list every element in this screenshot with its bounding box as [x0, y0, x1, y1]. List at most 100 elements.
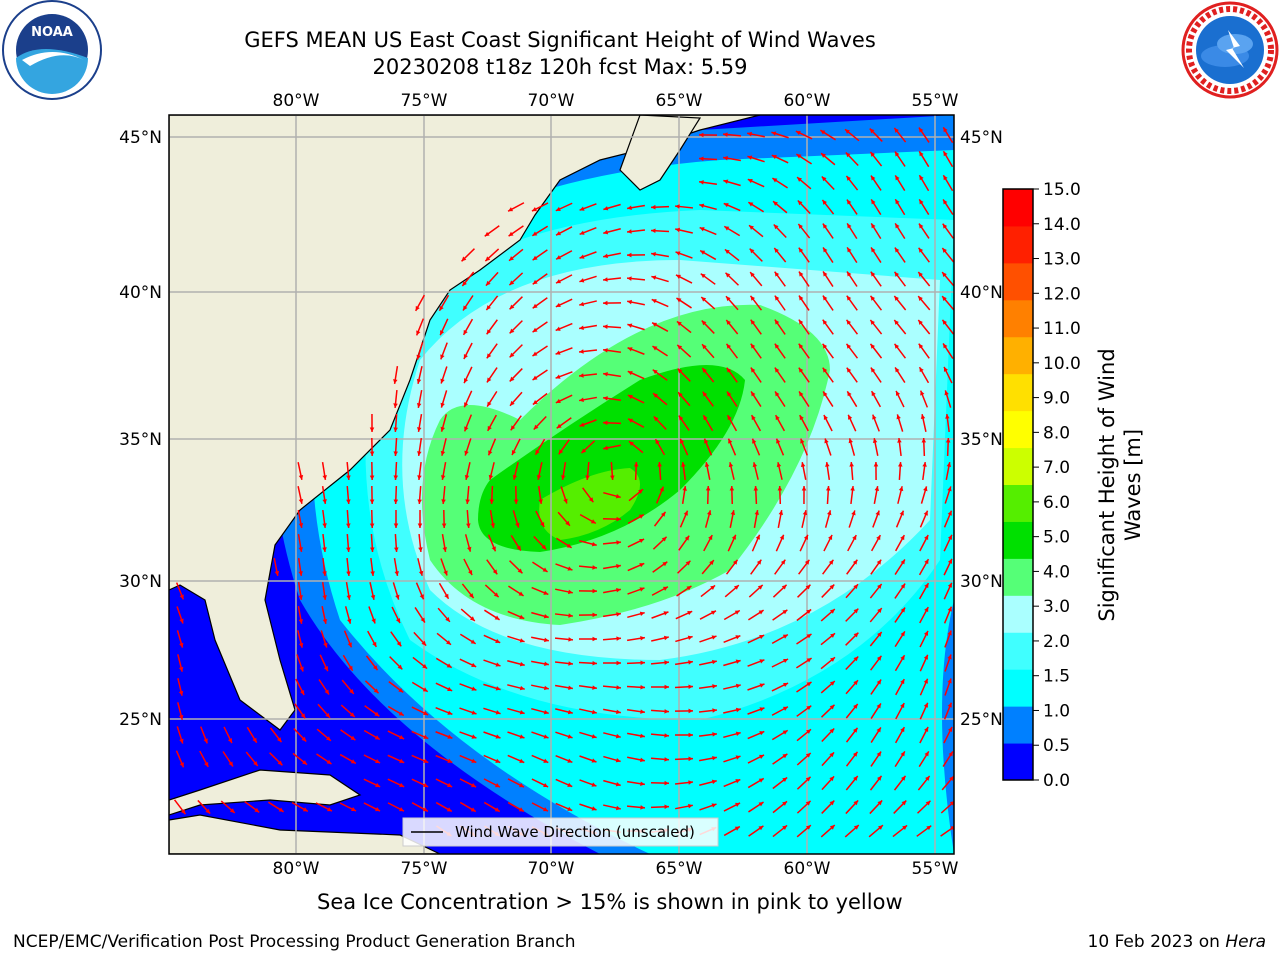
wave-arrow-head	[531, 207, 537, 212]
wave-arrow-head	[568, 685, 573, 690]
legend-label: Wind Wave Direction (unscaled)	[455, 823, 695, 841]
wave-arrow-head	[640, 733, 645, 739]
wave-arrow-head	[895, 390, 901, 396]
wave-arrow-head	[900, 775, 906, 781]
wave-arrow-head	[687, 611, 693, 616]
wave-arrow-head	[849, 462, 854, 467]
wave-arrow-head	[924, 583, 929, 589]
colorbar-tick-label: 11.0	[1043, 319, 1081, 339]
wave-arrow-head	[491, 546, 496, 552]
wave-arrow-head	[749, 248, 755, 254]
wave-arrow-head	[923, 678, 928, 684]
wave-arrow-head	[943, 343, 948, 349]
wave-arrow-head	[422, 664, 428, 669]
wave-arrow-head	[782, 801, 788, 806]
wave-arrow-head	[440, 450, 446, 456]
wave-arrow-head	[579, 422, 585, 427]
wave-arrow-head	[822, 199, 827, 205]
wave-arrow-head	[853, 800, 859, 806]
wave-arrow-head	[253, 761, 258, 766]
wave-arrow-head	[688, 803, 693, 809]
wave-arrow-head	[416, 403, 422, 408]
wave-arrow-head	[751, 415, 756, 421]
wave-arrow-head	[179, 738, 184, 744]
wave-arrow-head	[655, 439, 660, 445]
wave-arrow-head	[535, 449, 540, 455]
wave-arrow-head	[897, 438, 902, 443]
wave-arrow-head	[395, 618, 401, 624]
wave-arrow-head	[704, 438, 709, 444]
wave-arrow-head	[369, 523, 375, 528]
wave-arrow-head	[774, 367, 780, 373]
wave-arrow-head	[782, 777, 788, 783]
wave-arrow-head	[775, 415, 780, 421]
lat-label-left: 45°N	[119, 128, 162, 148]
wave-arrow-head	[899, 510, 904, 516]
wave-arrow-head	[926, 825, 932, 831]
wave-arrow-head	[782, 609, 788, 615]
wave-arrow-head	[675, 204, 680, 209]
lat-label-right: 45°N	[960, 128, 1003, 148]
colorbar-block	[1003, 336, 1033, 375]
wave-arrow-head	[680, 438, 685, 444]
wave-arrow-head	[727, 391, 732, 397]
wave-arrow-head	[825, 486, 831, 491]
wave-arrow-head	[800, 438, 805, 444]
wave-arrow-head	[822, 319, 828, 325]
wave-arrow-head	[421, 640, 427, 646]
wave-arrow-head	[723, 203, 729, 208]
wave-arrow-head	[372, 665, 378, 671]
wave-arrow-head	[710, 610, 716, 615]
wave-arrow-head	[848, 438, 853, 444]
colorbar-tick-label: 2.0	[1043, 632, 1070, 652]
wave-arrow-head	[420, 617, 425, 623]
lon-label-top: 75°W	[401, 91, 448, 111]
colorbar-block	[1003, 521, 1033, 559]
wave-arrow-head	[495, 686, 501, 691]
wave-arrow-head	[591, 734, 597, 739]
wave-arrow-head	[900, 559, 905, 565]
wave-arrow-head	[688, 684, 693, 690]
wave-arrow-head	[735, 802, 741, 807]
wave-arrow-head	[640, 757, 645, 763]
colorbar-block	[1003, 373, 1033, 412]
wave-arrow-head	[484, 231, 490, 237]
wave-arrow-head	[567, 589, 573, 595]
wave-arrow-head	[517, 568, 523, 574]
wave-arrow-head	[918, 343, 924, 349]
wave-arrow-head	[895, 199, 900, 205]
wave-arrow-head	[708, 535, 713, 541]
wave-arrow-head	[803, 534, 808, 540]
wave-arrow-head	[446, 663, 452, 668]
wave-arrow-head	[747, 131, 752, 137]
wave-arrow-head	[495, 758, 501, 763]
wave-arrow-head	[758, 778, 764, 783]
wave-arrow-head	[781, 584, 787, 590]
wave-arrow-head	[822, 343, 828, 349]
wave-arrow-head	[846, 343, 852, 349]
wave-arrow-head	[591, 782, 597, 787]
wave-arrow-head	[349, 689, 354, 694]
wave-arrow-head	[774, 295, 780, 301]
wave-arrow-head	[652, 346, 658, 351]
wave-arrow-head	[627, 299, 632, 305]
wave-arrow-head	[797, 177, 802, 182]
wave-arrow-head	[440, 426, 445, 432]
colorbar-tick-label: 1.0	[1043, 701, 1070, 721]
wave-arrow-head	[640, 684, 645, 690]
wave-arrow-head	[375, 758, 381, 764]
wave-arrow-head	[657, 462, 662, 467]
wave-arrow-head	[829, 728, 835, 734]
wave-arrow-head	[346, 475, 351, 480]
wave-arrow-head	[701, 297, 707, 302]
legend-box	[402, 817, 719, 847]
wave-arrow-head	[701, 320, 707, 326]
wave-arrow-head	[485, 256, 491, 262]
wave-arrow-head	[900, 607, 906, 613]
wave-arrow-head	[638, 514, 644, 519]
wave-arrow-head	[651, 228, 656, 234]
wave-arrow-head	[298, 474, 304, 480]
credit-date: 10 Feb 2023 on Hera	[1088, 932, 1266, 952]
wave-arrow-head	[603, 445, 608, 451]
wave-arrow-head	[795, 131, 801, 136]
